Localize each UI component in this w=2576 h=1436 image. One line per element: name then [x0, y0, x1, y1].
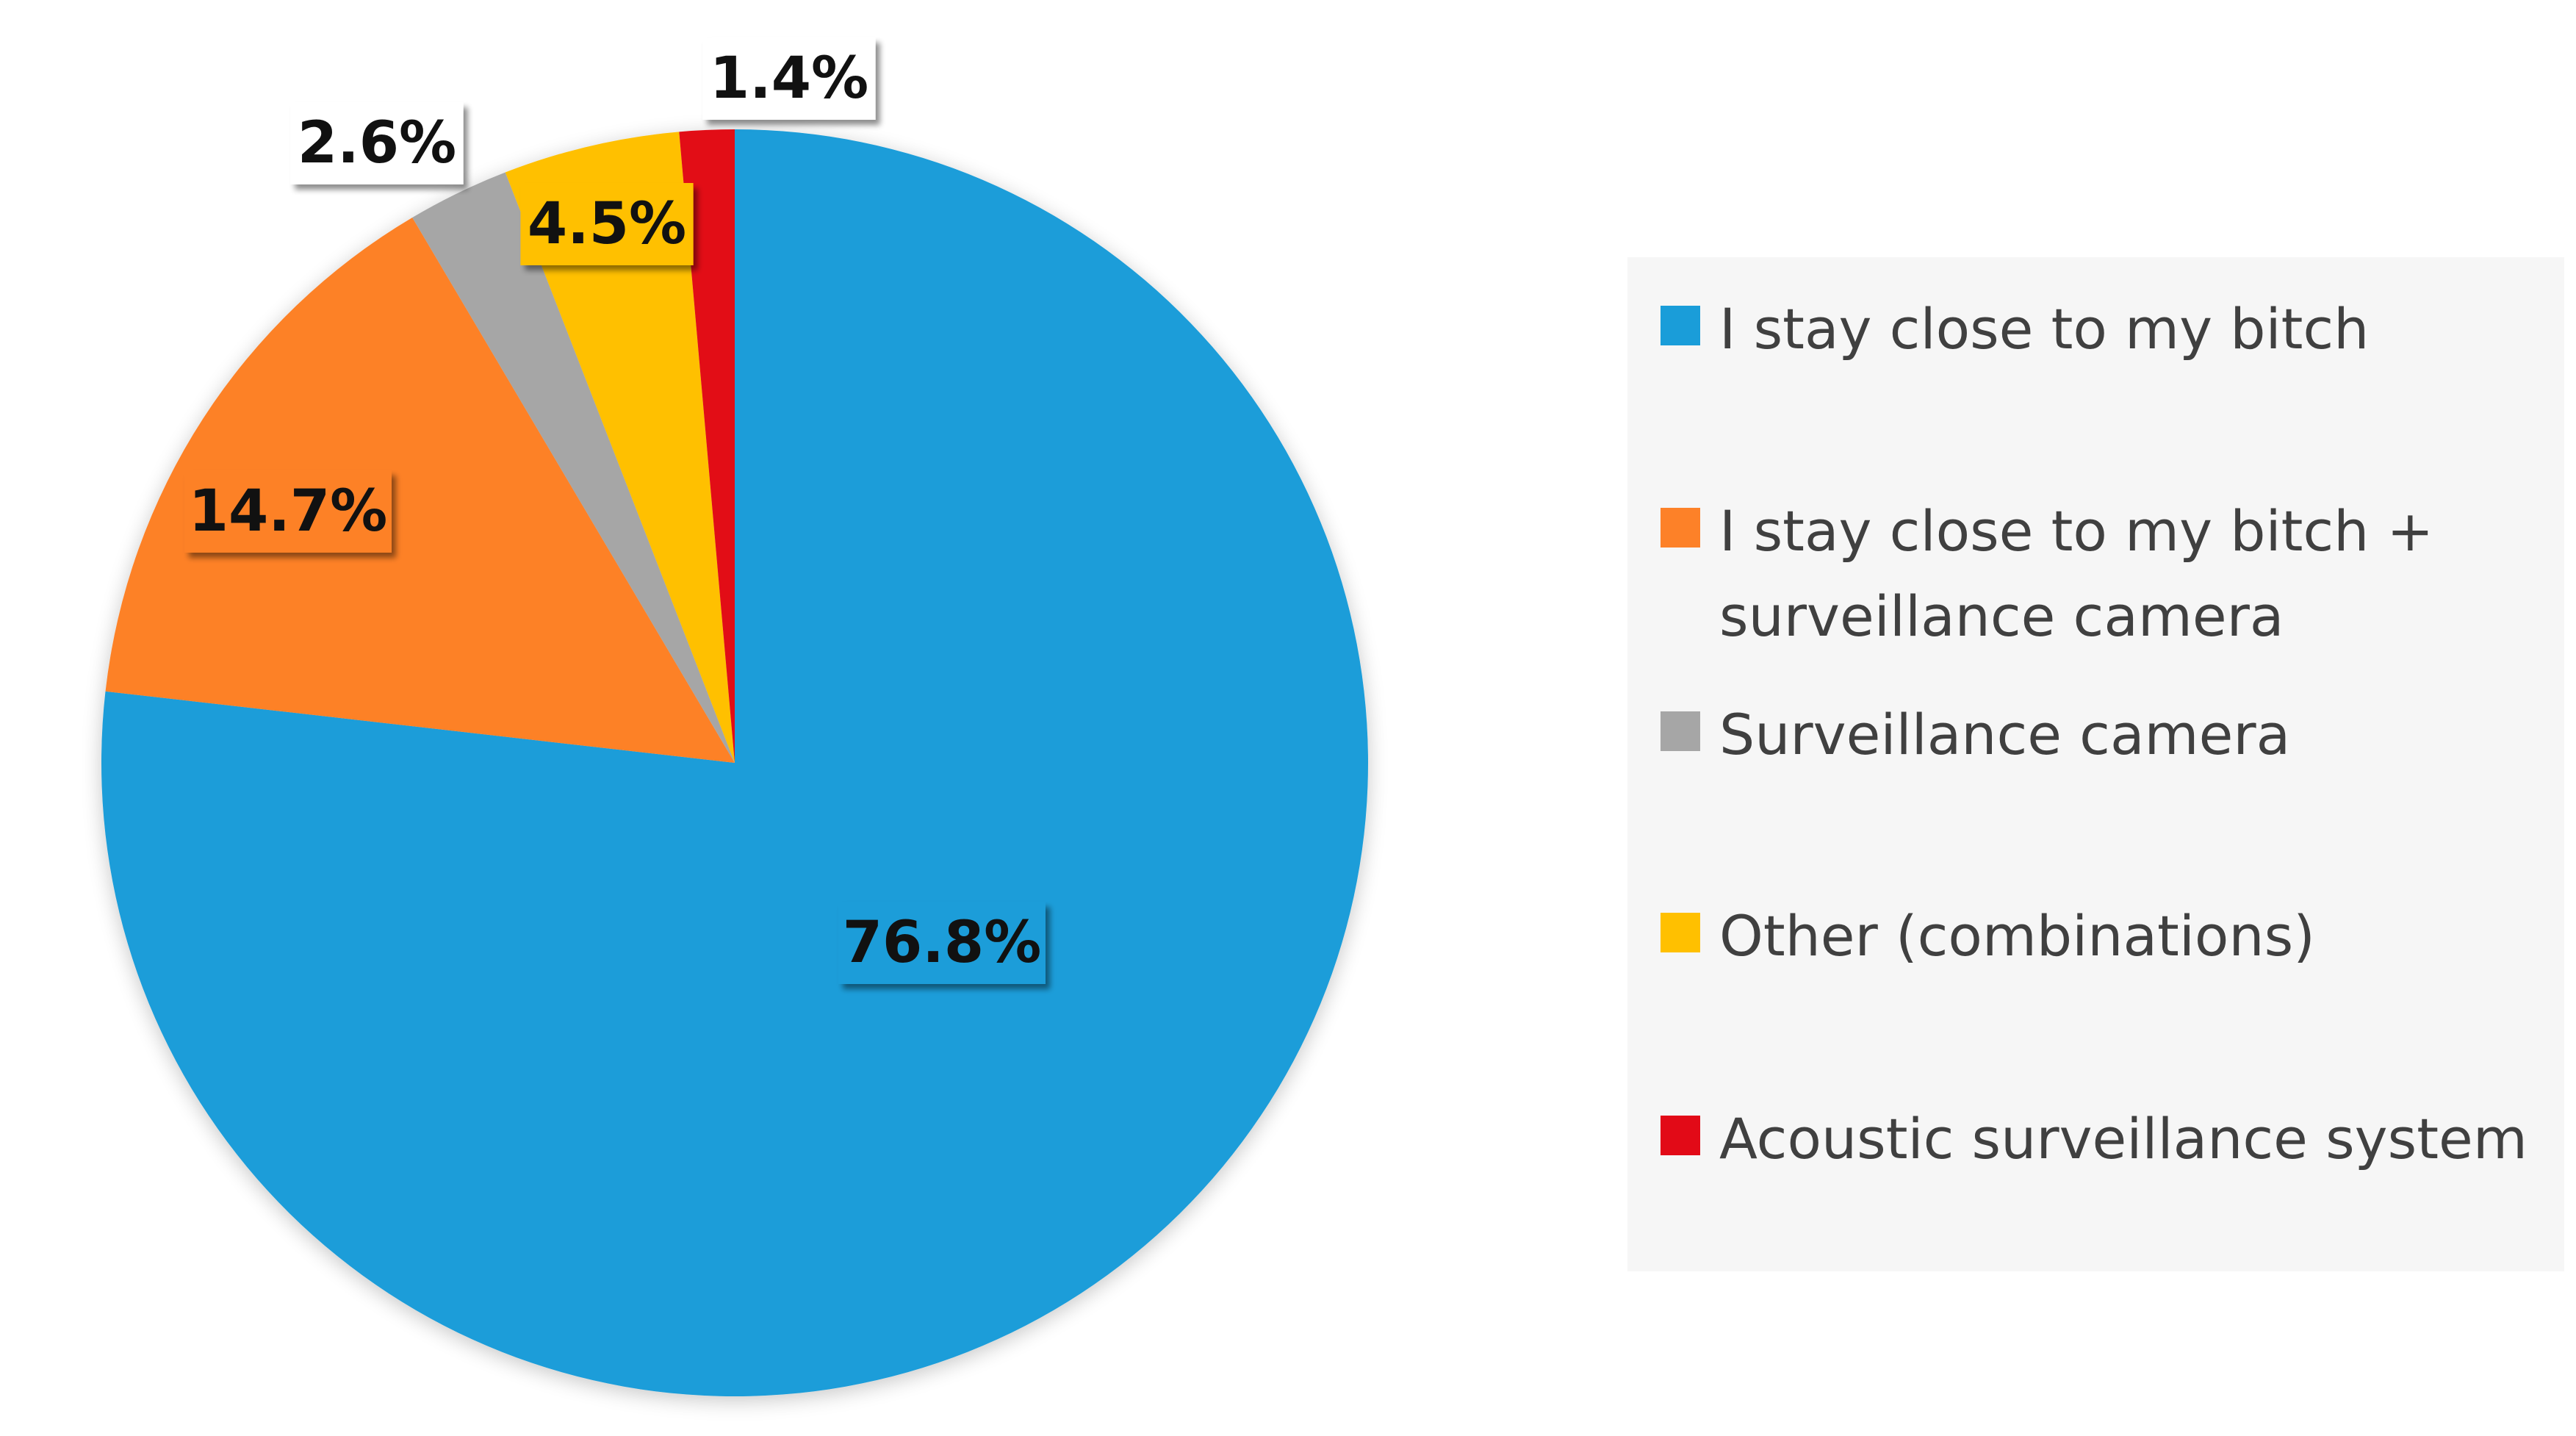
data-label-box — [290, 102, 464, 184]
legend: I stay close to my bitch I stay close to… — [1627, 257, 2564, 1271]
data-label-text: 2.6% — [298, 110, 456, 176]
data-label-text: 4.5% — [528, 191, 686, 257]
data-label-box — [184, 470, 392, 553]
legend-item-stay-close-camera: I stay close to my bitch + surveillance … — [1661, 489, 2528, 659]
data-labels: 76.8% 14.7% 2.6% 4.5% 1.4% — [184, 37, 1046, 984]
legend-label: Surveillance camera — [1719, 702, 2291, 767]
data-label: 4.5% — [520, 183, 694, 265]
data-label: 14.7% — [184, 470, 392, 553]
data-label: 2.6% — [290, 102, 464, 184]
data-label-box — [838, 902, 1046, 984]
legend-label: Other (combinations) — [1719, 903, 2315, 969]
legend-swatch — [1661, 508, 1700, 548]
data-label-text: 14.7% — [189, 478, 388, 545]
pie-slice — [105, 218, 735, 763]
data-label-box — [520, 183, 694, 265]
legend-label: I stay close to my bitch + surveillance … — [1719, 498, 2434, 649]
legend-swatch — [1661, 306, 1700, 345]
legend-swatch — [1661, 913, 1700, 952]
legend-label: I stay close to my bitch — [1719, 296, 2370, 362]
legend-swatch — [1661, 1116, 1700, 1155]
legend-item-other: Other (combinations) — [1661, 894, 2528, 979]
data-label: 1.4% — [702, 37, 876, 120]
data-label: 76.8% — [838, 902, 1046, 984]
data-label-text: 76.8% — [843, 910, 1042, 976]
legend-item-stay-close: I stay close to my bitch — [1661, 287, 2528, 372]
legend-item-surveillance-camera: Surveillance camera — [1661, 692, 2528, 778]
data-label-text: 1.4% — [710, 46, 868, 112]
legend-swatch — [1661, 711, 1700, 751]
legend-item-acoustic: Acoustic surveillance system — [1661, 1096, 2528, 1182]
pie-slice — [412, 172, 735, 764]
pie-slices — [101, 129, 1369, 1396]
pie-slice — [505, 132, 735, 763]
data-label-box — [702, 37, 876, 120]
pie-slice — [679, 129, 735, 763]
legend-label: Acoustic surveillance system — [1719, 1106, 2528, 1171]
